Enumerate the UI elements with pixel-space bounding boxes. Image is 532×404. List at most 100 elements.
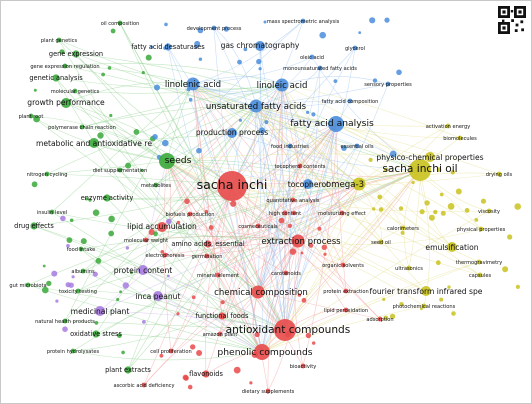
qr-code-icon[interactable] <box>498 6 526 34</box>
node-amazon-plant[interactable] <box>217 331 223 337</box>
node-monounsaturated-fatty-acids[interactable] <box>317 65 323 71</box>
node-plant-extracts[interactable] <box>124 366 132 374</box>
node-dietary-supplements[interactable] <box>265 388 271 394</box>
minor-node-green <box>84 197 89 201</box>
node-plant-genetics[interactable] <box>56 37 62 43</box>
node-protein-hydrolysates[interactable] <box>70 348 76 354</box>
node-genetic-analysis[interactable] <box>52 74 60 82</box>
node-gene-expression-regulation[interactable] <box>62 63 68 69</box>
node-fourier-transform-infrared-spe[interactable] <box>421 286 431 296</box>
node-oleic-acid[interactable] <box>309 54 315 60</box>
node-thermogravimetry[interactable] <box>476 259 482 265</box>
node-fatty-acid-analysis[interactable] <box>328 116 344 132</box>
node-phenolic-compounds[interactable] <box>254 344 270 360</box>
node-amino-acids-essential[interactable] <box>204 240 212 248</box>
node-gut-microbiota[interactable] <box>25 282 31 288</box>
node-antioxidant-compounds[interactable] <box>274 319 296 341</box>
node-lipid-accumulation[interactable] <box>157 222 167 232</box>
node-food-intake[interactable] <box>78 246 84 252</box>
node-plant-root[interactable] <box>28 113 34 119</box>
node-fatty-acid-desaturases[interactable] <box>164 43 172 51</box>
node-sacha-inchi-oil[interactable] <box>409 159 431 181</box>
node-molecular-weight[interactable] <box>143 237 149 243</box>
node-biomolecules[interactable] <box>457 135 463 141</box>
node-bioactivity[interactable] <box>300 363 306 369</box>
label-sacha-inchi: sacha inchi <box>197 177 268 192</box>
node-capsules[interactable] <box>477 272 483 278</box>
node-functional-foods[interactable] <box>218 312 226 320</box>
node-germination[interactable] <box>204 253 210 259</box>
node-insulin-level[interactable] <box>49 209 55 215</box>
node-diet-supplementation[interactable] <box>117 167 123 173</box>
node-enzyme-activity[interactable] <box>103 194 111 202</box>
node-adsorption[interactable] <box>377 316 383 322</box>
node-organic-solvents[interactable] <box>340 262 346 268</box>
node-calorimeters[interactable] <box>400 225 406 231</box>
minor-node-yellow <box>435 260 441 266</box>
node-unsaturated-fatty-acids[interactable] <box>249 99 263 113</box>
node-biofuels-production[interactable] <box>187 211 193 217</box>
node-toxicity-testing[interactable] <box>75 288 81 294</box>
node-natural-health-products[interactable] <box>62 318 68 324</box>
node-growth-performance[interactable] <box>61 98 71 108</box>
node-food-industries[interactable] <box>287 143 293 149</box>
node-moisturizing-effect[interactable] <box>339 210 345 216</box>
node-seed-oil[interactable] <box>378 239 384 245</box>
node-gene-expression[interactable] <box>72 50 80 58</box>
node-essential-oils[interactable] <box>354 143 360 149</box>
node-albumins[interactable] <box>80 268 86 274</box>
node-viscosity[interactable] <box>486 208 492 214</box>
node-production-process[interactable] <box>227 128 237 138</box>
node-molecular-genetics[interactable] <box>72 88 78 94</box>
node-protein-extraction[interactable] <box>343 288 349 294</box>
node-oil-composition[interactable] <box>117 20 123 26</box>
node-physical-properties[interactable] <box>478 226 484 232</box>
link-emulsification-linolenic-acid <box>192 83 453 248</box>
node-photochemical-reactions[interactable] <box>421 303 427 309</box>
node-physico-chemical-properties[interactable] <box>425 152 435 162</box>
node-sacha-inchi[interactable] <box>217 171 247 201</box>
node-emulsification[interactable] <box>447 242 457 252</box>
node-oxidative-stress[interactable] <box>92 330 100 338</box>
node-mineral-element[interactable] <box>215 272 221 278</box>
minor-node-red <box>291 210 297 216</box>
node-linolenic-acid[interactable] <box>186 77 200 91</box>
node-nitrogen-cycling[interactable] <box>44 171 50 177</box>
node-polymerase-chain-reaction[interactable] <box>79 124 85 130</box>
node-glycerol[interactable] <box>352 45 358 51</box>
node-high-content[interactable] <box>282 210 288 216</box>
node-medicinal-plant[interactable] <box>95 306 105 316</box>
node-seeds[interactable] <box>159 153 175 169</box>
node-development-process[interactable] <box>211 25 217 31</box>
node-sensory-properties[interactable] <box>385 81 391 87</box>
minor-node-yellow <box>419 209 425 215</box>
node-chemical-composition[interactable] <box>251 285 265 299</box>
node-tocopherol-contents[interactable] <box>297 163 303 169</box>
node-inca-peanut[interactable] <box>153 291 163 301</box>
node-electrophoresis[interactable] <box>162 252 168 258</box>
node-omega-3[interactable] <box>352 177 366 191</box>
node-lipid-peroxidation[interactable] <box>343 307 349 313</box>
node-flavonoids[interactable] <box>202 370 210 378</box>
minor-node-yellow <box>368 157 373 162</box>
node-drug-effects[interactable] <box>30 222 38 230</box>
node-linoleic-acid[interactable] <box>275 78 289 92</box>
node-mass-spectrometric-analysis[interactable] <box>300 18 306 24</box>
node-tocopherol[interactable] <box>303 179 313 189</box>
link-insulin-level-phenolic-compounds <box>51 211 263 353</box>
node-cosmeceuticals[interactable] <box>255 223 261 229</box>
node-quantitative-analysis[interactable] <box>290 197 296 203</box>
node-cell-proliferation[interactable] <box>168 348 174 354</box>
node-metabolic-and-antioxidative-re[interactable] <box>89 138 99 148</box>
node-ultrasonics[interactable] <box>406 265 412 271</box>
node-protein-content[interactable] <box>138 265 148 275</box>
node-ascorbic-acid-deficiency[interactable] <box>141 382 147 388</box>
label-cell-proliferation: cell proliferation <box>150 349 191 355</box>
node-gas-chromatography[interactable] <box>255 41 265 51</box>
node-metabolites[interactable] <box>153 182 159 188</box>
node-extraction-process[interactable] <box>291 234 305 248</box>
node-activation-energy[interactable] <box>445 123 451 129</box>
node-fatty-acid-composition[interactable] <box>347 98 353 104</box>
node-carotenoids[interactable] <box>283 270 289 276</box>
node-drying-oils[interactable] <box>496 171 502 177</box>
